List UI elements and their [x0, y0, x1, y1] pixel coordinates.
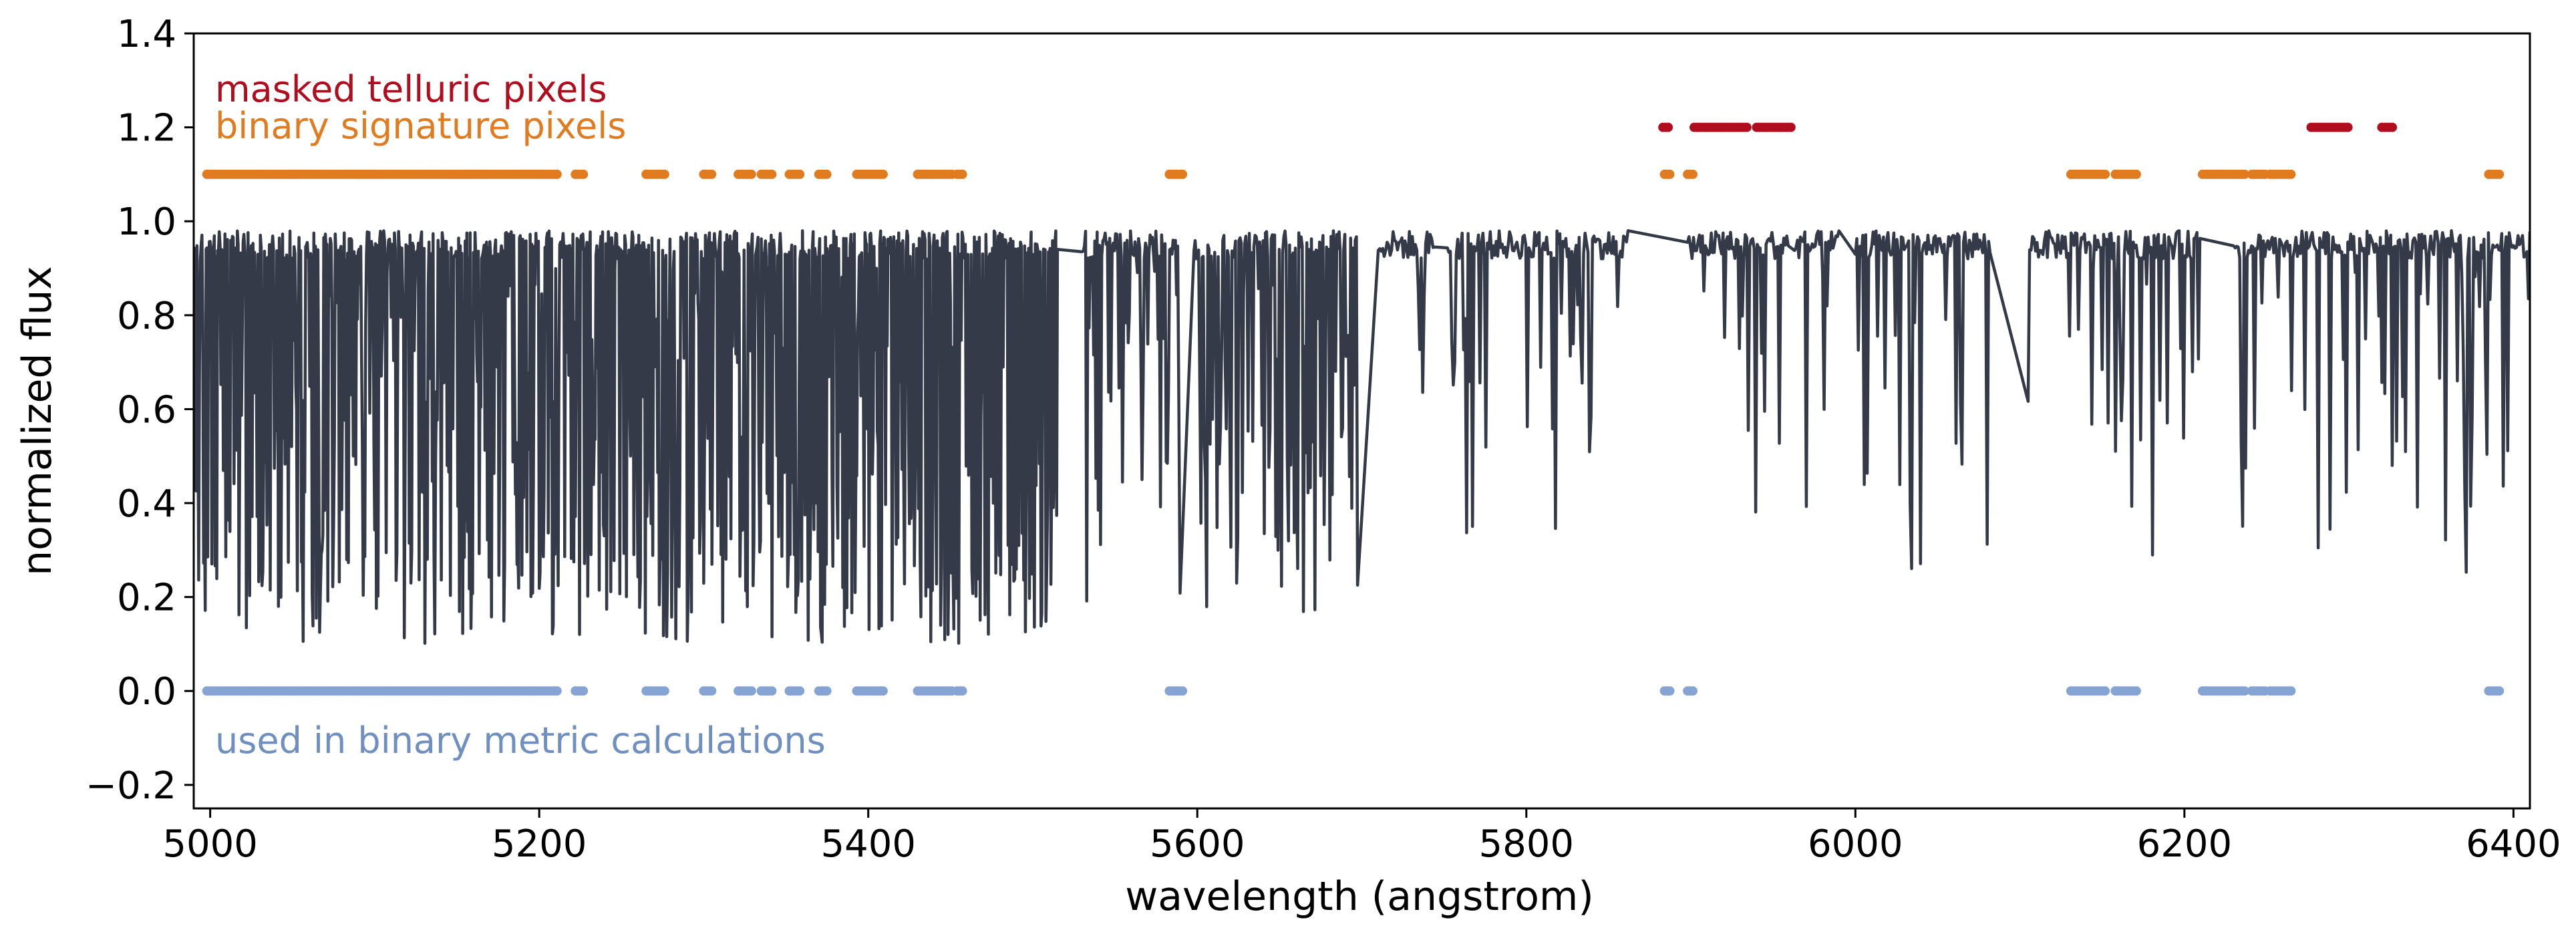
masked-telluric-point	[1742, 122, 1752, 132]
binary-metric-point	[2100, 686, 2110, 696]
binary-signature-point	[552, 169, 562, 179]
binary-metric-point	[795, 686, 805, 696]
binary-signature-point	[659, 169, 669, 179]
plot-frame	[192, 32, 2531, 810]
x-tick-label: 5000	[162, 822, 258, 866]
binary-signature-point	[1665, 169, 1675, 179]
binary-metric-point	[659, 686, 669, 696]
x-tick-label: 6400	[2466, 822, 2561, 866]
binary-metric-point	[822, 686, 832, 696]
binary-signature-point	[1178, 169, 1188, 179]
y-axis-label: normalized flux	[14, 266, 61, 576]
y-tick-label: 0.2	[117, 577, 176, 620]
x-axis-label: wavelength (angstrom)	[1125, 873, 1594, 920]
binary-metric-point	[2494, 686, 2505, 696]
x-tick-label: 5400	[820, 822, 916, 866]
binary-metric-point	[1178, 686, 1188, 696]
x-tick-label: 5800	[1479, 822, 1575, 866]
binary-signature-point	[2131, 169, 2141, 179]
y-tick-label: 1.0	[117, 200, 176, 244]
binary-metric-point	[579, 686, 589, 696]
masked-telluric-point	[1663, 122, 1673, 132]
y-tick-label: 0.4	[117, 482, 176, 526]
masked-telluric-point	[2343, 122, 2353, 132]
y-tick-label: 1.2	[117, 107, 176, 150]
binary-signature-point	[1688, 169, 1698, 179]
y-tick-label: 0.8	[117, 295, 176, 338]
binary-signature-point	[795, 169, 805, 179]
binary-metric-point	[957, 686, 967, 696]
binary-metric-point	[1688, 686, 1698, 696]
x-tick-label: 5200	[492, 822, 587, 866]
binary-signature-point	[707, 169, 717, 179]
y-tick-label: 0.0	[117, 670, 176, 714]
binary-signature-point	[957, 169, 967, 179]
annotation-binary-metric: used in binary metric calculations	[215, 720, 826, 762]
binary-signature-point	[2240, 169, 2249, 179]
binary-metric-point	[746, 686, 756, 696]
spectrum-line	[194, 229, 2530, 645]
binary-metric-point	[2240, 686, 2249, 696]
binary-signature-point	[2494, 169, 2505, 179]
binary-signature-series	[202, 169, 2505, 179]
masked-telluric-series	[1658, 122, 2398, 132]
binary-metric-point	[2131, 686, 2141, 696]
x-axis: 5000 5200 5400 5600 5800 6000 6200 6400	[162, 808, 2561, 866]
masked-telluric-point	[1786, 122, 1796, 132]
binary-metric-series	[202, 686, 2505, 696]
binary-metric-point	[2286, 686, 2296, 696]
masked-telluric-point	[2388, 122, 2398, 132]
binary-metric-point	[1665, 686, 1675, 696]
y-tick-label: −0.2	[86, 764, 176, 808]
binary-signature-point	[878, 169, 888, 179]
x-tick-label: 6000	[1808, 822, 1903, 866]
annotation-masked-telluric: masked telluric pixels	[215, 68, 607, 110]
x-tick-label: 6200	[2137, 822, 2233, 866]
binary-metric-point	[552, 686, 562, 696]
annotation-binary-signature: binary signature pixels	[215, 105, 626, 147]
binary-signature-point	[2286, 169, 2296, 179]
x-tick-label: 5600	[1150, 822, 1245, 866]
binary-signature-point	[822, 169, 832, 179]
binary-signature-point	[767, 169, 777, 179]
spectrum-series	[194, 229, 2530, 645]
y-tick-label: 0.6	[117, 388, 176, 432]
plot-area	[194, 122, 2530, 696]
binary-signature-point	[2100, 169, 2110, 179]
binary-signature-point	[746, 169, 756, 179]
y-axis: −0.2 0.0 0.2 0.4 0.6 0.8 1.0 1.2 1.4	[86, 13, 194, 808]
binary-metric-point	[767, 686, 777, 696]
binary-metric-point	[878, 686, 888, 696]
binary-metric-point	[707, 686, 717, 696]
binary-signature-point	[579, 169, 589, 179]
y-tick-label: 1.4	[117, 13, 176, 56]
